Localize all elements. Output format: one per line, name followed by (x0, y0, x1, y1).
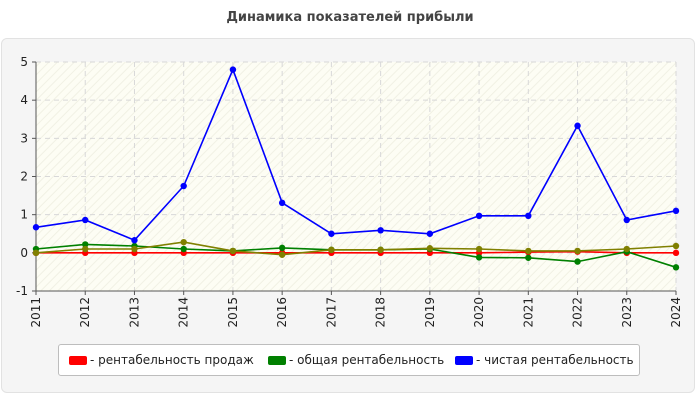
data-point (32, 249, 40, 257)
legend-swatch-green (268, 355, 286, 365)
x-tick-label: 2024 (669, 297, 683, 328)
data-point (229, 247, 237, 255)
x-tick-label: 2011 (29, 297, 43, 328)
x-tick-label: 2021 (521, 297, 535, 328)
legend-item-overall-profitability[interactable]: - общая рентабельность (268, 353, 444, 367)
data-point (426, 245, 434, 252)
data-point (82, 216, 89, 224)
data-point (180, 182, 187, 190)
legend-label: - чистая рентабельность (476, 353, 634, 367)
data-point (672, 242, 680, 250)
x-tick-label: 2023 (620, 297, 634, 328)
data-point (377, 246, 384, 253)
data-point (623, 216, 630, 224)
series (32, 66, 680, 271)
series-line-3 (35, 241, 677, 256)
data-point (574, 258, 581, 265)
data-point (475, 212, 483, 220)
data-point (475, 254, 483, 261)
x-tick-label: 2019 (423, 297, 437, 328)
data-point (131, 237, 138, 244)
data-point (131, 245, 138, 253)
data-point (229, 66, 237, 73)
data-point (426, 230, 434, 237)
data-point (180, 245, 187, 253)
y-tick-label: 5 (20, 55, 28, 69)
data-point (278, 244, 286, 252)
chart-title: Динамика показателей прибыли (226, 10, 474, 25)
data-point (672, 207, 680, 215)
data-point (525, 247, 532, 255)
x-tick-label: 2022 (571, 297, 585, 328)
x-tick-label: 2012 (78, 297, 92, 328)
legend-item-sales-profitability[interactable]: - рентабельность продаж (69, 353, 254, 367)
legend-swatch-red (69, 355, 87, 365)
legend-label: - общая рентабельность (289, 353, 445, 367)
legend-swatch-blue (455, 355, 473, 365)
x-tick-label: 2018 (374, 297, 388, 328)
data-point (82, 241, 89, 248)
legend-item-net-profitability[interactable]: - чистая рентабельность (455, 353, 634, 367)
y-tick-label: 1 (20, 208, 28, 222)
data-point (328, 246, 335, 253)
series-line-0 (36, 250, 676, 254)
x-tick-label: 2020 (472, 297, 486, 328)
data-point (672, 264, 680, 271)
data-point (574, 122, 581, 129)
y-tick-label: 2 (20, 170, 28, 184)
data-point (377, 227, 384, 234)
data-point (525, 254, 532, 261)
y-tick-label: 0 (20, 246, 28, 260)
x-tick-label: 2014 (177, 297, 191, 328)
data-point (82, 245, 89, 253)
data-point (278, 199, 286, 207)
legend-label: - рентабельность продаж (90, 353, 254, 367)
x-tick-label: 2015 (226, 297, 240, 328)
data-point (328, 230, 335, 237)
data-point (475, 245, 483, 253)
y-tick-label: 3 (20, 131, 28, 145)
data-point (180, 238, 187, 246)
data-point (525, 212, 532, 220)
series-line-2 (35, 67, 677, 242)
y-tick-label: 4 (20, 93, 28, 107)
data-point (574, 247, 581, 255)
data-point (623, 245, 630, 253)
y-tick-label: -1 (16, 284, 28, 298)
data-point (32, 224, 40, 231)
data-point (672, 249, 680, 257)
data-point (278, 251, 286, 258)
legend: - рентабельность продаж - общая рентабел… (58, 344, 640, 376)
x-tick-label: 2017 (324, 297, 338, 328)
axes: -1 0 1 2 3 4 5 2011 2012 2013 2014 2015 2016 2017 2018… (16, 55, 683, 328)
x-tick-label: 2013 (127, 297, 141, 328)
x-tick-label: 2016 (275, 297, 289, 328)
